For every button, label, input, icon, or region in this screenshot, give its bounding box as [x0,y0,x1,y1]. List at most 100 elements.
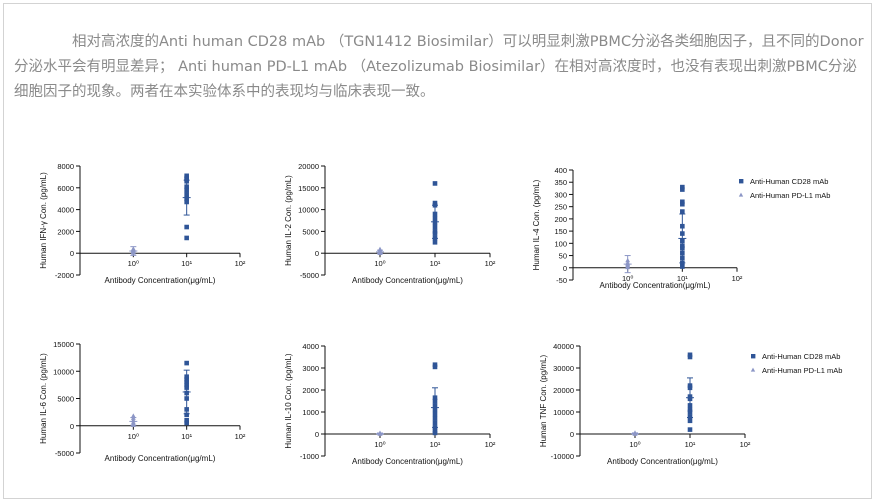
x-tick-label: 10² [235,259,246,268]
y-tick-label: 3000 [302,364,319,373]
data-point-cd28 [184,412,189,418]
data-point-cd28 [184,377,189,382]
data-point-cd28 [432,411,438,417]
y-tick-label: 4000 [302,342,319,351]
y-tick-label: -2000 [55,271,74,280]
x-tick-label: 10¹ [677,274,688,283]
data-point-cd28 [432,430,438,436]
data-point-cd28 [687,385,693,391]
y-tick-label: 350 [554,178,567,187]
y-tick-label: 30000 [553,364,574,373]
data-point-cd28 [432,202,438,208]
data-point-cd28 [184,390,189,396]
data-point-cd28 [432,364,438,370]
y-tick-label: 10000 [298,206,319,215]
data-point-cd28 [184,418,189,423]
y-tick-label: -5000 [300,271,319,280]
legend-label-pdl1: Anti-Human PD-L1 mAb [750,191,830,200]
y-tick-label: 0 [563,264,567,273]
data-point-cd28 [184,224,189,230]
data-point-cd28 [687,409,693,415]
chart-2: -5000 0 5000 10000 15000 20000 10⁰ 10¹ 10² Antibo… [284,162,496,285]
y-tick-label: 4000 [57,206,74,215]
data-point-cd28 [680,238,685,244]
data-point-cd28 [680,245,685,251]
y-tick-label: 20000 [298,162,319,171]
data-point-cd28 [184,407,189,412]
y-tick-label: 150 [554,227,567,236]
data-point-cd28 [680,231,685,236]
x-axis-label: Antibody Concentration(μg/mL) [105,454,216,463]
x-tick-label: 10¹ [181,259,192,268]
data-point-cd28 [680,184,685,190]
data-point-cd28 [432,231,438,236]
x-tick-label: 10⁰ [374,259,385,268]
y-axis-label: Human IL-4 Con. (pg/mL) [532,179,541,270]
x-axis-label: Antibody Concentration(μg/mL) [352,276,463,285]
x-tick-label: 10⁰ [374,440,385,449]
y-tick-label: -5000 [55,449,74,458]
y-tick-label: 0 [315,430,319,439]
x-tick-label: 10⁰ [128,259,139,268]
data-point-cd28 [432,407,438,413]
y-axis-label: Human TNF Con. (pg/mL) [539,355,548,448]
data-point-cd28 [432,181,438,186]
intro-paragraph: 相对高浓度的Anti human CD28 mAb （TGN1412 Biosi… [14,34,864,100]
data-point-cd28 [184,178,189,184]
data-point-cd28 [687,418,693,424]
x-tick-label: 10¹ [430,440,441,449]
data-point-pdl1 [625,257,631,263]
data-point-cd28 [184,379,189,385]
data-point-cd28 [432,395,438,400]
data-point-cd28 [432,216,438,221]
legend: Anti-Human CD28 mAb Anti-Human PD-L1 mAb [738,177,830,200]
y-tick-label: 100 [554,239,567,248]
y-axis-label: Human IL-6 Con. (pg/mL) [39,353,48,444]
x-tick-label: 10² [235,432,246,441]
legend-marker-cd28 [739,179,744,184]
data-point-cd28 [687,354,693,360]
y-tick-label: 1000 [302,408,319,417]
chart-5: -1000 0 1000 2000 3000 4000 10⁰ 10¹ 10² Antibody … [284,342,496,466]
x-tick-label: 10² [732,274,743,283]
data-point-cd28 [184,374,189,379]
y-tick-label: 10000 [53,367,74,376]
y-tick-label: 300 [554,190,567,199]
x-tick-label: 10⁰ [622,274,633,283]
x-tick-label: 10² [485,259,496,268]
legend-label-pdl1: Anti-Human PD-L1 mAb [762,366,842,375]
x-axis-label: Antibody Concentration(μg/mL) [105,276,216,285]
y-tick-label: -1000 [300,452,319,461]
data-point-cd28 [432,211,438,217]
x-tick-label: 10¹ [430,259,441,268]
data-point-cd28 [687,427,693,432]
legend-marker-pdl1 [738,192,744,197]
y-tick-label: 50 [559,252,567,261]
y-tick-label: 0 [70,422,74,431]
x-tick-label: 10⁰ [629,440,640,449]
data-point-cd28 [184,184,189,190]
y-tick-label: 5000 [57,395,74,404]
legend-marker-pdl1 [750,367,756,372]
data-point-cd28 [680,223,685,229]
data-point-cd28 [184,396,189,401]
data-point-cd28 [432,235,438,241]
data-point-cd28 [184,196,189,201]
y-tick-label: 0 [570,430,574,439]
y-tick-label: 2000 [57,227,74,236]
x-tick-label: 10⁰ [128,432,139,441]
x-axis-label: Antibody Concentration(μg/mL) [600,281,711,290]
data-point-cd28 [680,255,685,261]
y-tick-label: 20000 [553,386,574,395]
y-axis-label: Human IL-10 Con. (pg/mL) [284,353,293,448]
y-tick-label: 0 [70,249,74,258]
data-point-cd28 [432,398,438,404]
data-point-cd28 [680,264,685,269]
data-point-cd28 [680,250,685,256]
data-point-cd28 [184,382,189,388]
data-point-cd28 [184,199,189,205]
data-point-pdl1 [377,250,383,255]
data-point-cd28 [680,199,685,205]
y-tick-label: 8000 [57,162,74,171]
data-point-cd28 [184,420,189,426]
